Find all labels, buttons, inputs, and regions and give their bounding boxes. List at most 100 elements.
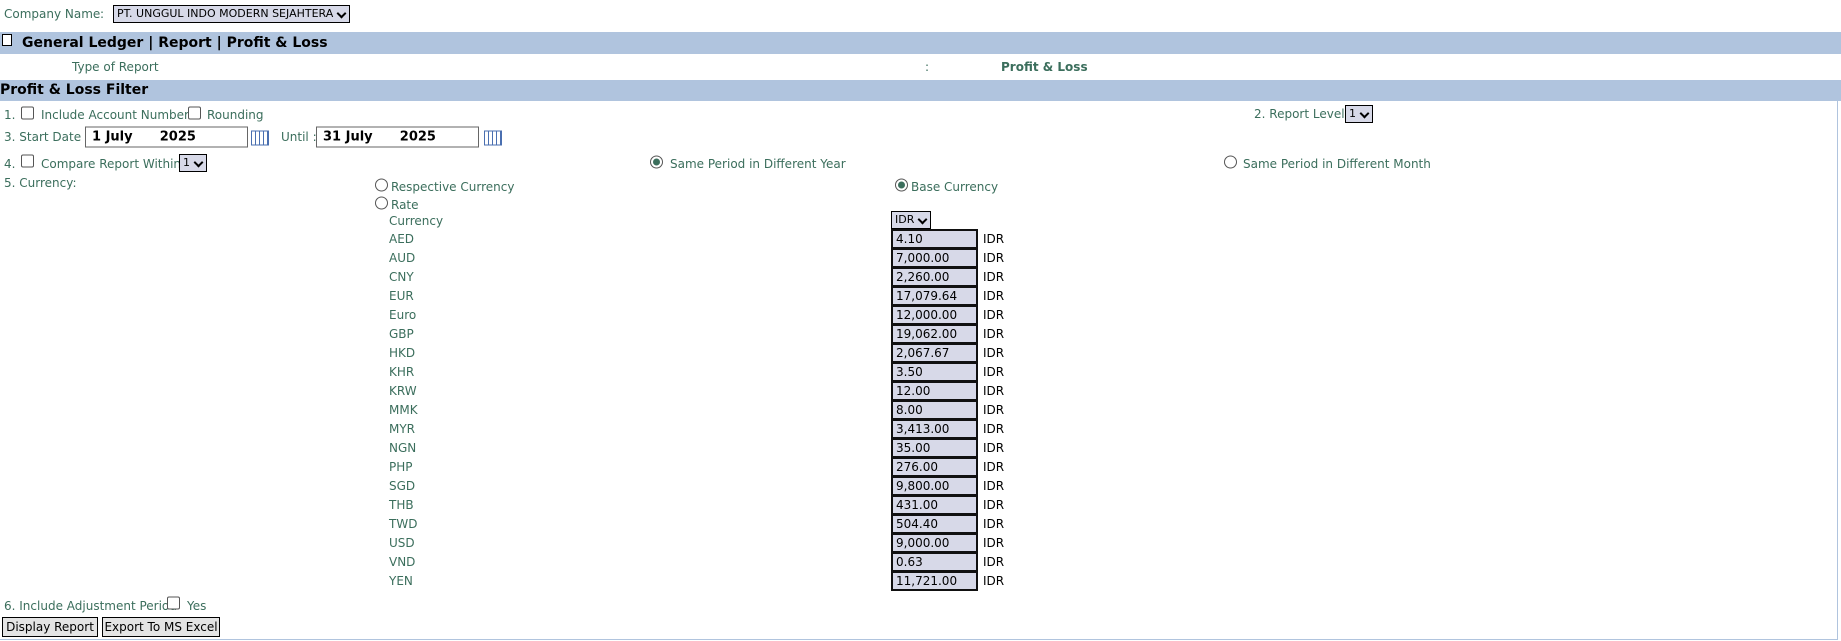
rate-unit: IDR	[983, 251, 1005, 265]
option-label: Respective Currency	[391, 180, 515, 194]
option-label: Rounding	[207, 108, 264, 122]
rate-input[interactable]: 7,000.00	[891, 248, 978, 268]
rate-input[interactable]: 12,000.00	[891, 305, 978, 325]
rate-input[interactable]: 9,800.00	[891, 476, 978, 496]
rate-input[interactable]: 431.00	[891, 495, 978, 515]
currency-code: Euro	[389, 308, 417, 322]
rate-input[interactable]: 35.00	[891, 438, 978, 458]
base-currency-select[interactable]: IDR	[891, 211, 932, 229]
option-label: Yes	[187, 599, 207, 613]
rate-input[interactable]: 276.00	[891, 457, 978, 477]
rate-unit: IDR	[983, 555, 1005, 569]
currency-code: MYR	[389, 422, 416, 436]
radio[interactable]	[1224, 155, 1237, 169]
colon: :	[100, 7, 105, 21]
colon: :	[925, 60, 930, 74]
until-date-input[interactable]: 31 July 2025	[316, 126, 479, 148]
option-label: Include Account Numbers	[41, 108, 196, 122]
currency-code: VND	[389, 555, 416, 569]
rate-input[interactable]: 2,067.67	[891, 343, 978, 363]
radio[interactable]	[650, 155, 663, 169]
currency-code: MMK	[389, 403, 418, 417]
company-select[interactable]: PT. UNGGUL INDO MODERN SEJAHTERA	[113, 5, 351, 23]
rate-input[interactable]: 504.40	[891, 514, 978, 534]
currency-code: KHR	[389, 365, 415, 379]
calendar-icon[interactable]	[251, 130, 269, 146]
rate-input[interactable]: 0.63	[891, 552, 978, 572]
radio[interactable]	[895, 178, 908, 192]
currency-code: HKD	[389, 346, 416, 360]
rate-unit: IDR	[983, 270, 1005, 284]
currency-code: AED	[389, 232, 415, 246]
display-report-button[interactable]: Display Report	[2, 617, 98, 637]
report-level-label: 2. Report Level:	[1254, 107, 1349, 121]
rate-unit: IDR	[983, 346, 1005, 360]
report-level-select[interactable]: 1	[1345, 105, 1373, 123]
rate-input[interactable]: 3.50	[891, 362, 978, 382]
currency-code: USD	[389, 536, 415, 550]
rate-input[interactable]: 11,721.00	[891, 571, 978, 591]
adjustment-label: 6. Include Adjustment Period	[4, 599, 177, 613]
start-date-label: 3. Start Date :	[4, 130, 89, 144]
header-title: General Ledger | Report | Profit & Loss	[22, 35, 328, 51]
until-label: Until :	[281, 130, 317, 144]
currency-code: AUD	[389, 251, 416, 265]
currency-code: TWD	[389, 517, 418, 531]
row-number: 1.	[4, 108, 16, 122]
rate-unit: IDR	[983, 460, 1005, 474]
rate-input[interactable]: 3,413.00	[891, 419, 978, 439]
start-date-input[interactable]: 1 July 2025	[85, 126, 248, 148]
report-type-value: Profit & Loss	[1001, 60, 1088, 74]
rate-unit: IDR	[983, 422, 1005, 436]
rate-input[interactable]: 9,000.00	[891, 533, 978, 553]
rate-unit: IDR	[983, 308, 1005, 322]
rate-unit: IDR	[983, 327, 1005, 341]
rate-unit: IDR	[983, 365, 1005, 379]
compare-select[interactable]: 1	[179, 154, 207, 172]
option-label: Same Period in Different Year	[670, 157, 846, 171]
rate-input[interactable]: 8.00	[891, 400, 978, 420]
currency-code: KRW	[389, 384, 417, 398]
rate-unit: IDR	[983, 574, 1005, 588]
rate-unit: IDR	[983, 403, 1005, 417]
option-label: Same Period in Different Month	[1243, 157, 1431, 171]
right-border	[1837, 101, 1838, 639]
option-label: Base Currency	[911, 180, 999, 194]
checkbox[interactable]	[21, 106, 34, 120]
rate-input[interactable]: 2,260.00	[891, 267, 978, 287]
currency-code: PHP	[389, 460, 413, 474]
page-icon	[2, 34, 12, 46]
company-label: Company Name	[4, 7, 101, 21]
rate-unit: IDR	[983, 536, 1005, 550]
export-button[interactable]: Export To MS Excel	[102, 617, 220, 637]
filter-title: Profit & Loss Filter	[0, 82, 149, 98]
compare-label: Compare Report Within :	[41, 157, 189, 171]
checkbox[interactable]	[167, 596, 180, 610]
currency-label: 5. Currency:	[4, 176, 77, 190]
currency-code: YEN	[389, 574, 413, 588]
rate-unit: IDR	[983, 498, 1005, 512]
currency-header: Currency	[389, 214, 444, 228]
currency-code: EUR	[389, 289, 414, 303]
rate-unit: IDR	[983, 517, 1005, 531]
bottom-border	[0, 639, 1838, 640]
radio[interactable]	[375, 196, 388, 210]
row-number: 4.	[4, 157, 16, 171]
rate-input[interactable]: 17,079.64	[891, 286, 978, 306]
rate-input[interactable]: 12.00	[891, 381, 978, 401]
report-type-label: Type of Report	[72, 60, 159, 74]
radio[interactable]	[375, 178, 388, 192]
rate-unit: IDR	[983, 441, 1005, 455]
currency-code: SGD	[389, 479, 416, 493]
currency-code: NGN	[389, 441, 417, 455]
filter-bar: Profit & Loss Filter	[0, 80, 1841, 101]
currency-code: THB	[389, 498, 414, 512]
calendar-icon[interactable]	[484, 130, 502, 146]
checkbox[interactable]	[188, 106, 201, 120]
rate-input[interactable]: 4.10	[891, 229, 978, 249]
rate-input[interactable]: 19,062.00	[891, 324, 978, 344]
rate-unit: IDR	[983, 289, 1005, 303]
rate-unit: IDR	[983, 384, 1005, 398]
checkbox[interactable]	[21, 154, 34, 168]
